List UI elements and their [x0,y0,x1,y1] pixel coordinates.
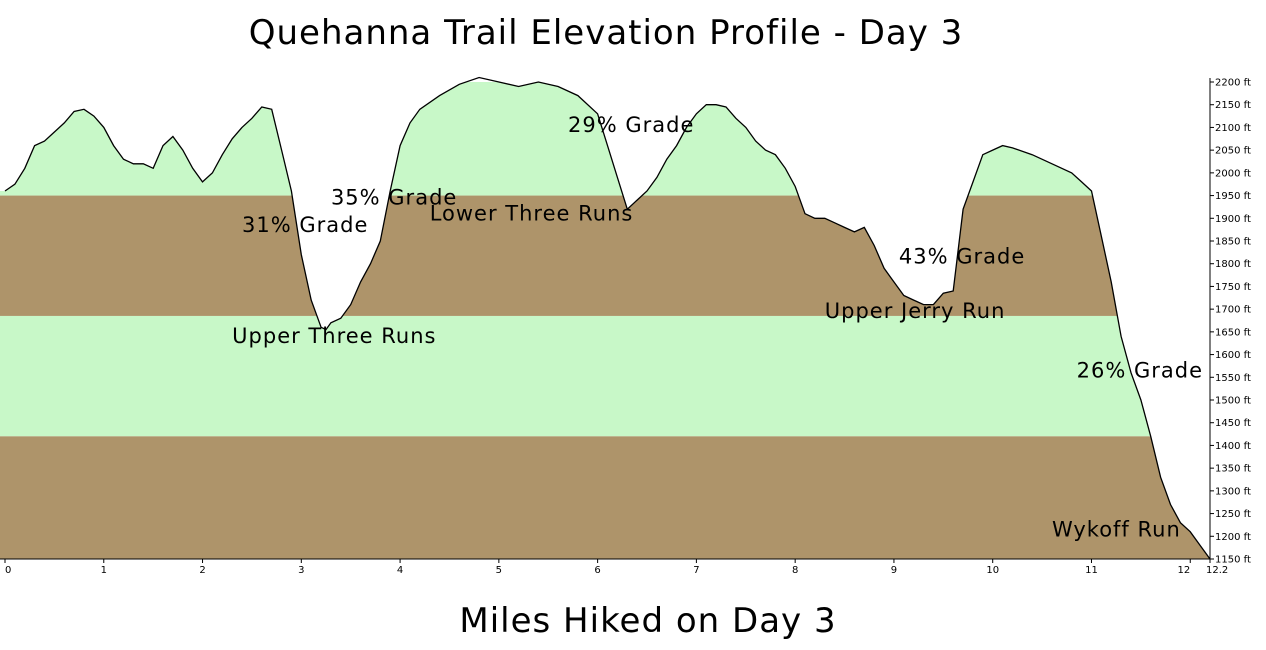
annotation-label: Lower Three Runs [430,202,634,226]
annotation-label: Upper Jerry Run [825,299,1006,323]
y-tick-label: 1450 ft [1215,418,1251,429]
x-tick-label: 12.2 [1206,565,1228,576]
y-tick-label: 2050 ft [1215,146,1251,157]
x-tick-label: 1 [101,565,107,576]
annotation-label: Wykoff Run [1052,517,1181,541]
y-tick-label: 1350 ft [1215,464,1251,475]
annotation-label: 31% Grade [242,213,368,237]
x-tick-label: 10 [986,565,999,576]
x-tick-label: 5 [496,565,502,576]
y-tick-label: 1400 ft [1215,441,1251,452]
y-tick-label: 1900 ft [1215,214,1251,225]
y-tick-label: 2200 ft [1215,78,1251,89]
y-axis: 2200 ft 2150 ft 2100 ft 2050 ft 2000 ft 1950 … [1209,78,1251,566]
y-tick-label: 1550 ft [1215,373,1251,384]
x-tick-label: 7 [693,565,699,576]
elevation-band-3 [0,436,1210,559]
annotation-label: 26% Grade [1077,358,1203,382]
annotation-label: Upper Three Runs [232,324,436,348]
y-tick-label: 2100 ft [1215,123,1251,134]
sky-area [0,52,1210,559]
y-tick-label: 1500 ft [1215,396,1251,407]
x-tick-label: 12 [1178,565,1191,576]
y-tick-label: 1850 ft [1215,237,1251,248]
y-tick-label: 1700 ft [1215,305,1251,316]
annotation-label: 29% Grade [568,113,694,137]
x-tick-label: 4 [397,565,403,576]
x-tick-label: 3 [298,565,304,576]
elevation-band-2 [0,315,1210,437]
y-tick-label: 1800 ft [1215,259,1251,270]
x-tick-label: 9 [891,565,897,576]
y-tick-label: 2150 ft [1215,100,1251,111]
sky-mask [0,52,1210,559]
y-tick-label: 1750 ft [1215,282,1251,293]
x-tick-label: 0 [5,565,11,576]
y-tick-label: 1600 ft [1215,350,1251,361]
x-tick-label: 11 [1085,565,1098,576]
x-tick-label: 6 [594,565,600,576]
x-tick-label: 8 [792,565,798,576]
y-tick-label: 2000 ft [1215,168,1251,179]
y-tick-label: 1150 ft [1215,555,1251,566]
annotation-label: 35% Grade [331,186,457,210]
profile-outline [4,76,1211,560]
elevation-band-1 [0,195,1210,316]
x-axis: 0 1 2 3 4 5 6 7 8 9 10 11 12 12.2 [0,558,1228,576]
y-tick-label: 1650 ft [1215,327,1251,338]
x-tick-label: 2 [199,565,205,576]
y-tick-label: 1250 ft [1215,509,1251,520]
y-tick-label: 1300 ft [1215,486,1251,497]
chart-title: Quehanna Trail Elevation Profile - Day 3 [249,13,964,53]
x-axis-label: Miles Hiked on Day 3 [459,601,836,641]
y-tick-label: 1950 ft [1215,191,1251,202]
y-tick-label: 1200 ft [1215,532,1251,543]
elevation-profile-line [4,76,1211,560]
annotation-label: 43% Grade [899,245,1025,269]
annotations: 31% Grade 35% Grade 29% Grade Lower Three R… [232,113,1203,541]
